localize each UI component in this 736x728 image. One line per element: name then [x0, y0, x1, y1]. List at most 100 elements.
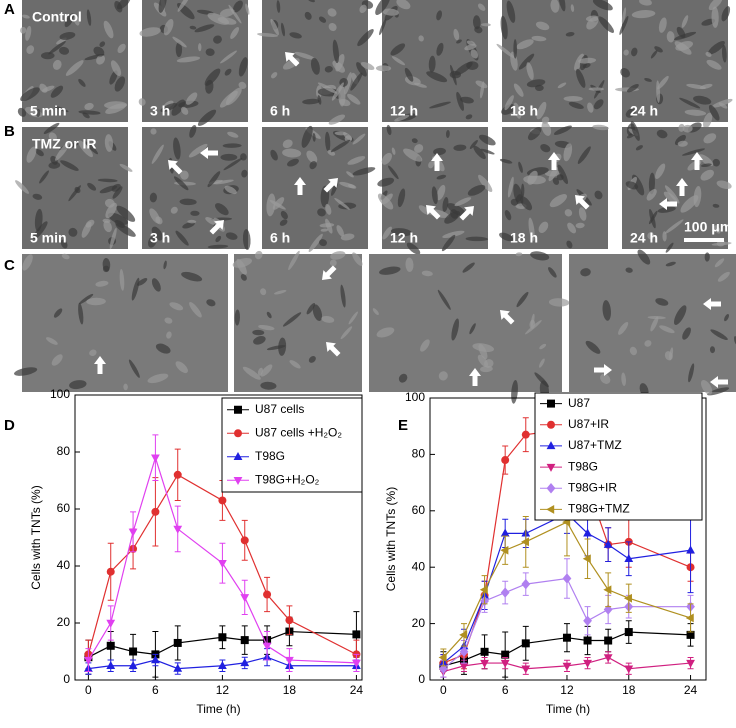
- cell: [172, 36, 187, 48]
- cell: [52, 59, 62, 70]
- cell: [163, 260, 167, 270]
- cell: [403, 148, 423, 162]
- cell: [294, 51, 315, 60]
- cell: [163, 19, 174, 36]
- y-tick-label: 40: [412, 559, 426, 573]
- marker: [500, 545, 509, 555]
- cell: [592, 0, 613, 11]
- cell: [391, 56, 406, 66]
- cell: [104, 101, 128, 109]
- cell: [406, 242, 421, 255]
- cell: [477, 354, 488, 367]
- cell: [350, 72, 363, 91]
- cell: [170, 206, 178, 214]
- panel-label: E: [398, 417, 408, 434]
- cell: [119, 269, 125, 291]
- cell: [480, 23, 491, 27]
- marker: [128, 528, 138, 537]
- cell: [328, 114, 346, 125]
- cell: [301, 125, 313, 148]
- cell: [110, 60, 122, 77]
- cell: [664, 351, 673, 361]
- marker: [603, 604, 613, 615]
- cell: [137, 277, 148, 286]
- cell: [382, 226, 392, 240]
- cell: [59, 32, 76, 40]
- marker: [438, 663, 448, 674]
- cell: [32, 193, 43, 200]
- cell: [650, 316, 659, 332]
- cell: [236, 258, 247, 275]
- series-line: [443, 656, 691, 673]
- marker: [106, 660, 116, 669]
- cell: [566, 240, 573, 249]
- arrow: [209, 220, 224, 235]
- cell: [460, 96, 474, 104]
- cell: [442, 197, 449, 212]
- cell: [103, 220, 112, 233]
- marker: [603, 539, 613, 548]
- cell: [306, 150, 318, 164]
- cell: [65, 60, 84, 76]
- x-tick-label: 24: [684, 683, 698, 697]
- cell: [55, 141, 70, 161]
- cell: [131, 277, 140, 301]
- marker: [151, 655, 160, 664]
- cell: [26, 45, 35, 54]
- cell: [717, 271, 730, 282]
- cell: [307, 0, 315, 3]
- cell: [478, 174, 493, 193]
- marker: [240, 636, 249, 645]
- marker: [479, 585, 488, 595]
- cell: [85, 219, 95, 228]
- cell: [205, 79, 214, 94]
- cell: [700, 380, 713, 395]
- cell: [260, 364, 273, 377]
- cell: [189, 25, 197, 30]
- cell: [242, 229, 251, 250]
- cell: [78, 78, 86, 87]
- cell: [78, 302, 84, 325]
- cell: [357, 29, 374, 47]
- cell: [182, 221, 195, 229]
- marker: [129, 647, 138, 656]
- y-tick-label: 20: [57, 615, 71, 629]
- cell: [334, 131, 347, 136]
- cell: [206, 299, 216, 307]
- cell: [553, 125, 572, 135]
- cell: [708, 40, 725, 55]
- cell: [577, 146, 591, 164]
- cell: [39, 83, 48, 93]
- cell: [708, 104, 720, 121]
- cell: [51, 354, 63, 366]
- cell: [219, 90, 238, 108]
- cell: [709, 346, 716, 354]
- cell: [187, 219, 197, 224]
- cell: [375, 0, 391, 16]
- x-tick-label: 6: [502, 683, 509, 697]
- y-axis-label: Cells with TNTs (%): [384, 487, 398, 591]
- legend-label: T98G+TMZ: [568, 502, 630, 516]
- cell: [78, 140, 93, 158]
- cell: [320, 228, 329, 232]
- cell: [398, 373, 408, 383]
- marker: [624, 628, 633, 637]
- legend-marker: [233, 477, 243, 486]
- cell: [433, 147, 446, 156]
- cell: [465, 114, 473, 120]
- cell: [428, 55, 436, 73]
- cell: [619, 15, 629, 35]
- cell: [666, 31, 675, 43]
- cell: [431, 186, 438, 205]
- cell: [99, 185, 118, 194]
- cell: [411, 138, 418, 144]
- marker: [604, 636, 613, 645]
- cell: [473, 145, 486, 160]
- cell: [674, 305, 687, 325]
- cell: [352, 133, 366, 145]
- arrow: [294, 177, 306, 195]
- cell: [48, 132, 57, 142]
- cell: [721, 44, 727, 63]
- series-line: [443, 631, 691, 667]
- cell: [379, 266, 401, 275]
